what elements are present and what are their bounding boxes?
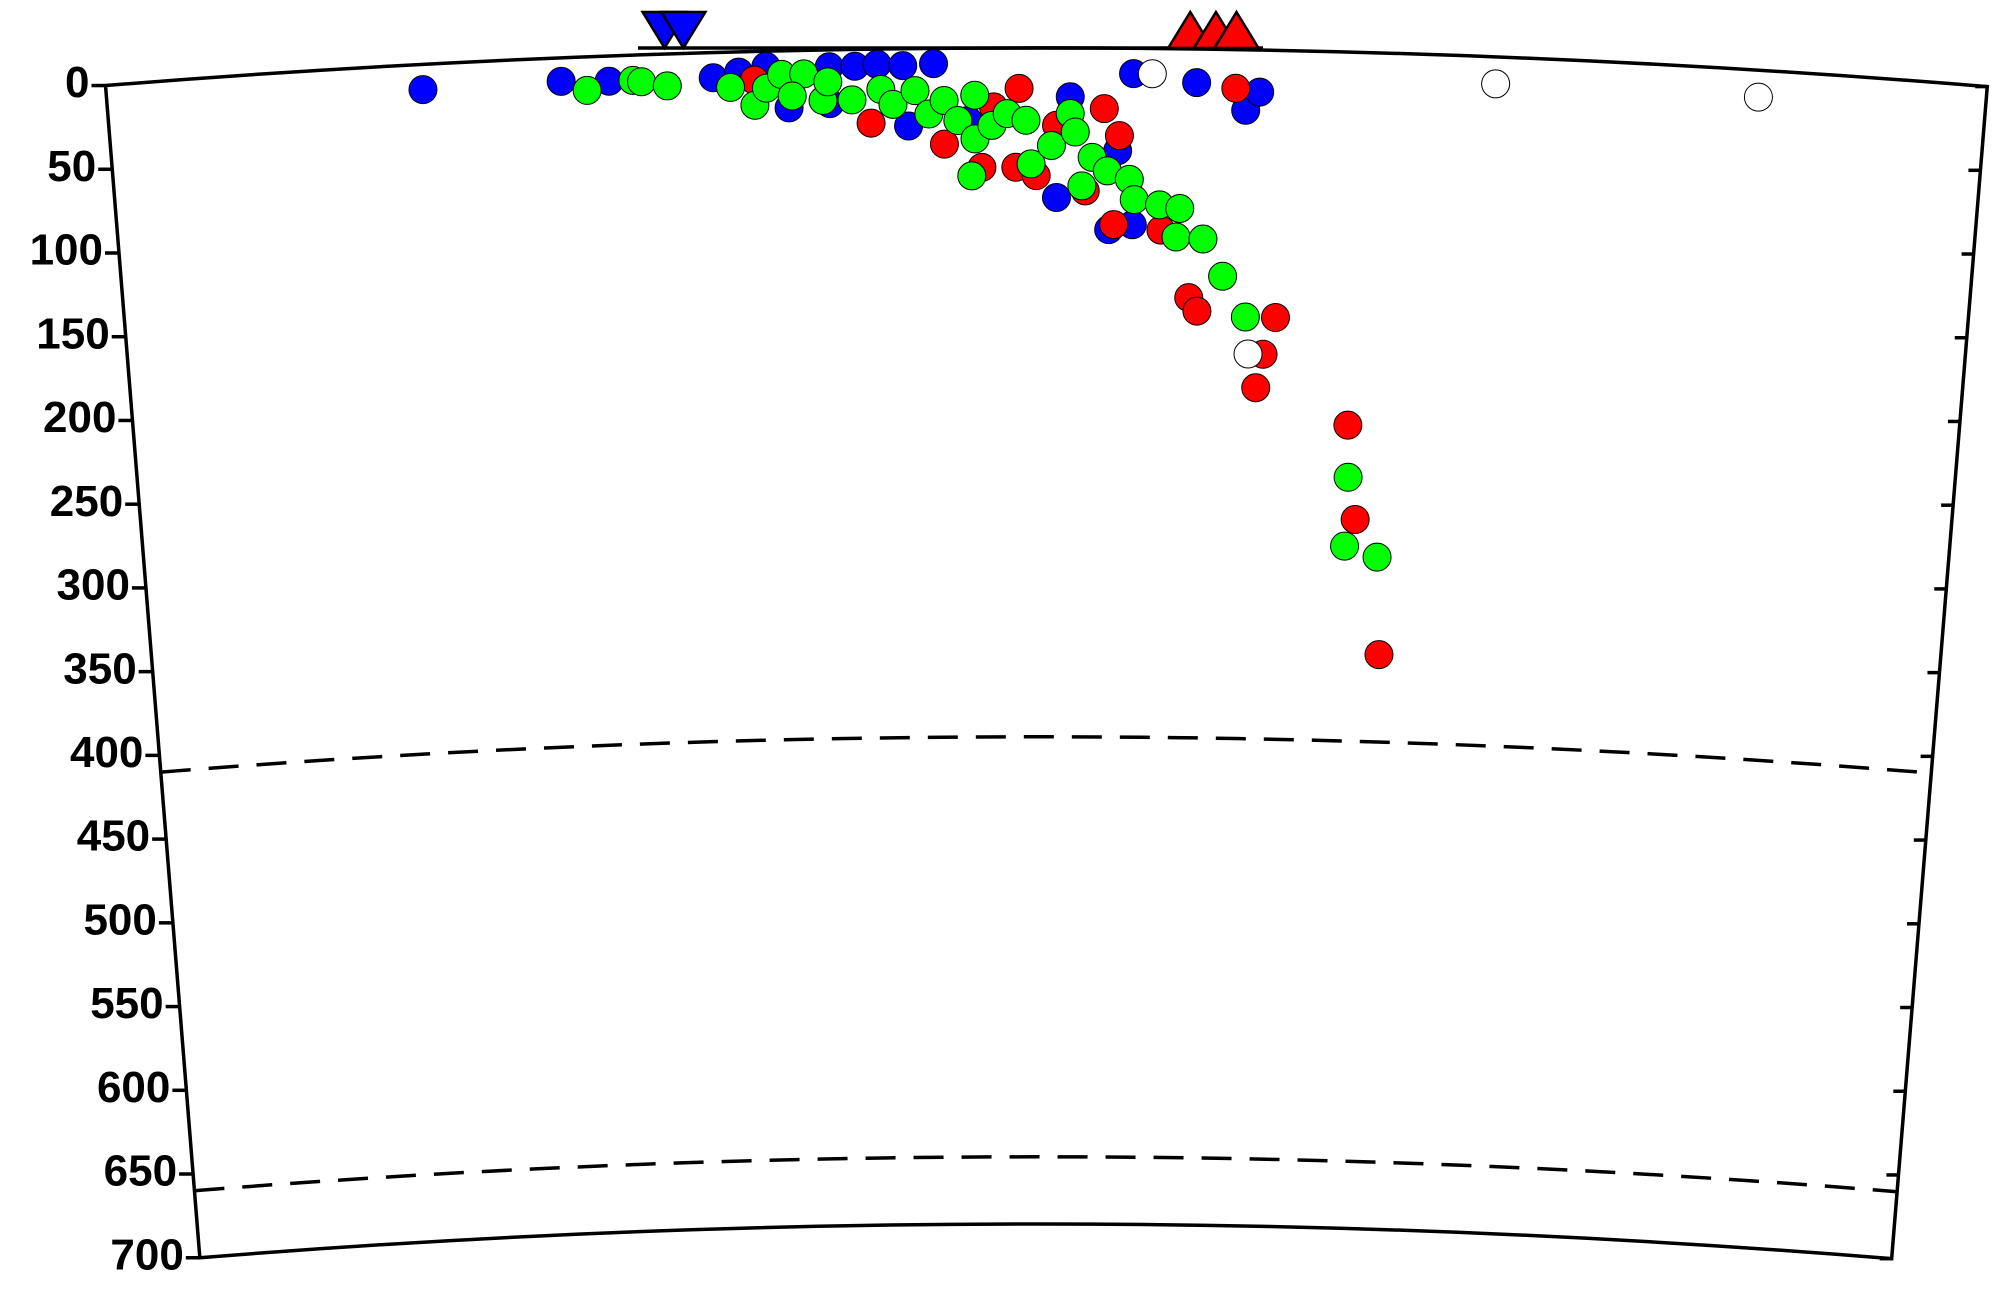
- event-point: [1333, 462, 1363, 492]
- event-point: [716, 72, 746, 102]
- event-point: [652, 71, 682, 101]
- event-point: [813, 67, 843, 97]
- event-point: [1165, 193, 1195, 223]
- event-point: [572, 75, 602, 105]
- event-point: [1362, 542, 1392, 572]
- event-point: [1182, 68, 1212, 98]
- y-tick-label: 0: [65, 58, 89, 107]
- discontinuity-line: [160, 735, 1932, 775]
- event-point: [929, 85, 959, 115]
- y-tick-label: 200: [43, 393, 116, 442]
- event-point: [1340, 504, 1370, 534]
- event-point: [1260, 303, 1290, 333]
- trench-marker: [659, 10, 708, 51]
- y-tick-label: 350: [63, 644, 136, 693]
- event-point: [1330, 531, 1360, 561]
- event-point: [900, 76, 930, 106]
- event-point: [929, 129, 959, 159]
- event-point: [1161, 222, 1191, 252]
- event-point: [1208, 261, 1238, 291]
- y-tick-label: 300: [57, 561, 130, 610]
- event-point: [1182, 296, 1212, 326]
- event-point: [408, 75, 438, 105]
- event-point: [777, 81, 807, 111]
- event-point: [1221, 73, 1251, 103]
- y-tick-label: 50: [47, 142, 96, 191]
- event-point: [1481, 69, 1511, 99]
- event-point: [943, 106, 973, 136]
- marks: [408, 9, 1773, 670]
- y-tick-label: 150: [36, 309, 109, 358]
- event-point: [1004, 73, 1034, 103]
- event-point: [1743, 82, 1773, 112]
- event-point: [546, 66, 576, 96]
- event-point: [1041, 183, 1071, 213]
- event-point: [837, 85, 867, 115]
- event-point: [1104, 121, 1134, 151]
- event-point: [1060, 117, 1090, 147]
- event-point: [1241, 373, 1271, 403]
- event-point: [1011, 105, 1041, 135]
- event-point: [1067, 171, 1097, 201]
- event-point: [1137, 59, 1167, 89]
- event-point: [1364, 640, 1394, 670]
- y-tick-label: 400: [70, 728, 143, 777]
- event-point: [1333, 410, 1363, 440]
- event-point: [919, 49, 949, 79]
- event-point: [1119, 185, 1149, 215]
- event-point: [1245, 77, 1275, 107]
- event-point: [888, 51, 918, 81]
- y-tick-label: 250: [50, 477, 123, 526]
- volcano-marker: [1212, 9, 1261, 50]
- section-frame: [103, 46, 1990, 1261]
- event-point: [960, 80, 990, 110]
- y-tick-label: 650: [104, 1147, 177, 1196]
- y-tick-label: 450: [77, 812, 150, 861]
- event-point: [1188, 224, 1218, 254]
- event-point: [856, 108, 886, 138]
- y-tick-label: 100: [30, 226, 103, 275]
- y-tick-label: 500: [83, 895, 156, 944]
- event-point: [627, 67, 657, 97]
- event-point: [1089, 94, 1119, 124]
- event-point: [1230, 302, 1260, 332]
- y-tick-label: 700: [110, 1230, 183, 1279]
- event-point: [878, 89, 908, 119]
- event-point: [957, 161, 987, 191]
- y-tick-label: 550: [90, 979, 163, 1028]
- event-point: [1099, 210, 1129, 240]
- y-tick-label: 600: [97, 1063, 170, 1112]
- event-point: [1016, 149, 1046, 179]
- discontinuity-line: [194, 1155, 1898, 1194]
- event-point: [1036, 130, 1066, 160]
- event-point: [862, 49, 892, 79]
- event-point: [1233, 339, 1263, 369]
- frame: 0 50 100 150 200 250 300 350 400 450 500 550 600 650 7…: [30, 46, 1990, 1279]
